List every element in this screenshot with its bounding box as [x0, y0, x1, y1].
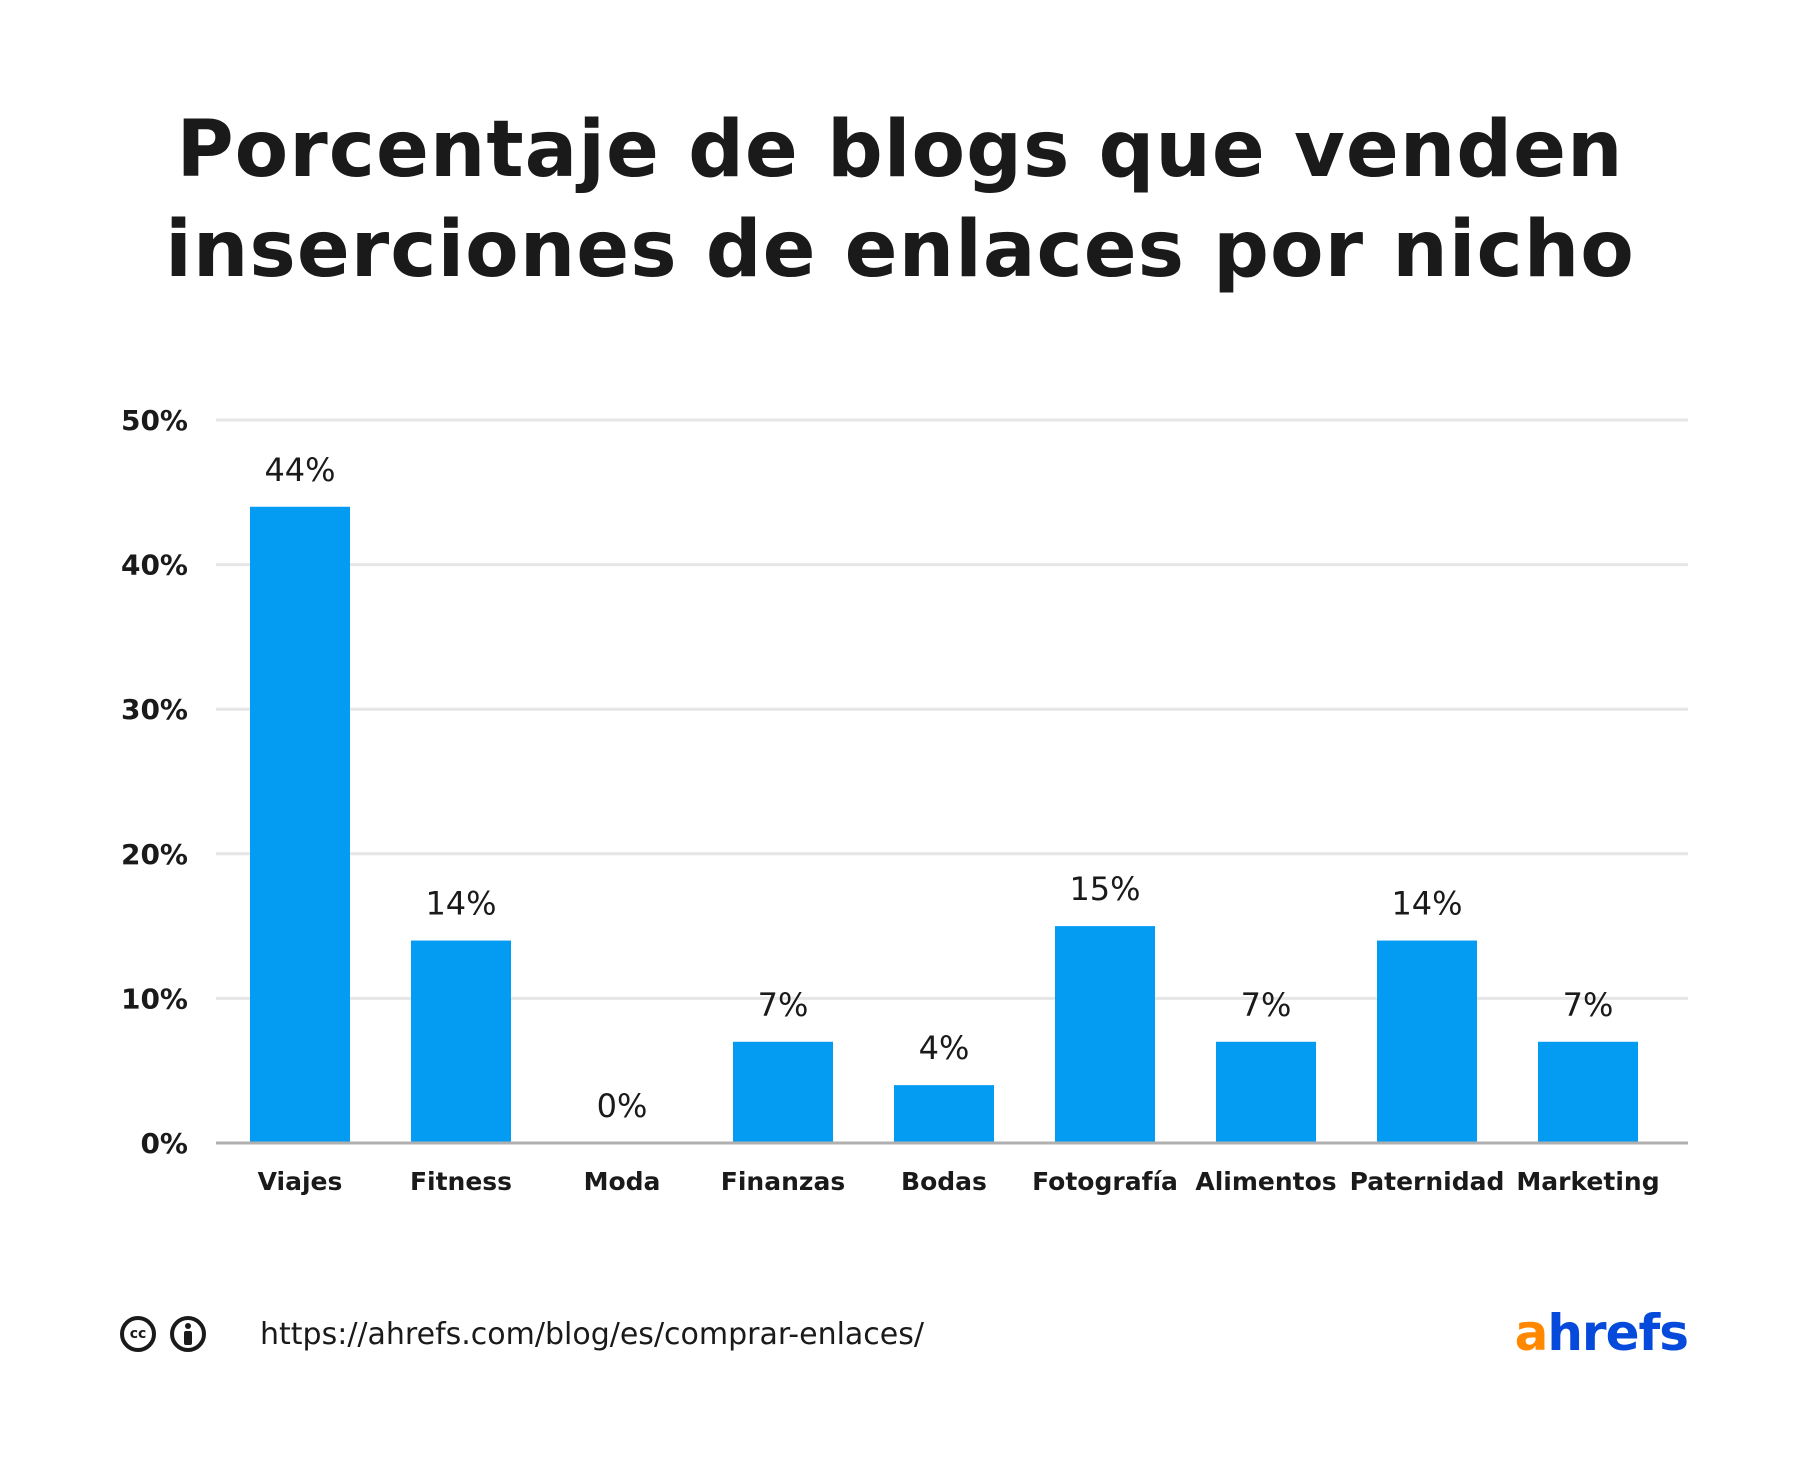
data-label: 7%	[758, 986, 809, 1024]
y-tick-label: 20%	[121, 838, 188, 871]
creative-commons-icon: cc	[120, 1316, 156, 1352]
data-label: 0%	[597, 1087, 648, 1125]
bar	[733, 1041, 833, 1143]
bar	[1055, 926, 1155, 1143]
attribution-icon	[170, 1316, 206, 1352]
bar	[1377, 940, 1477, 1143]
y-tick-label: 50%	[121, 404, 188, 437]
data-label: 7%	[1563, 986, 1614, 1024]
y-tick-label: 0%	[140, 1127, 188, 1160]
data-label: 44%	[264, 451, 335, 489]
footer: cc https://ahrefs.com/blog/es/comprar-en…	[120, 1312, 924, 1356]
x-tick-label: Finanzas	[721, 1167, 845, 1196]
x-tick-label: Moda	[584, 1167, 661, 1196]
data-label: 14%	[425, 885, 496, 923]
x-tick-label: Marketing	[1516, 1167, 1659, 1196]
x-tick-label: Paternidad	[1350, 1167, 1505, 1196]
data-label: 15%	[1069, 870, 1140, 908]
title-line-1: Porcentaje de blogs que venden	[176, 105, 1624, 195]
chart-title: Porcentaje de blogs que venden insercione…	[0, 100, 1800, 300]
bar	[894, 1085, 994, 1143]
data-label: 4%	[919, 1029, 970, 1067]
bar	[250, 506, 350, 1143]
cc-text: cc	[129, 1326, 147, 1342]
x-tick-label: Viajes	[258, 1167, 343, 1196]
data-label: 14%	[1391, 885, 1462, 923]
y-tick-label: 10%	[121, 982, 188, 1015]
y-tick-label: 40%	[121, 549, 188, 582]
x-tick-label: Fitness	[410, 1167, 512, 1196]
y-tick-label: 30%	[121, 693, 188, 726]
logo-rest: hrefs	[1547, 1304, 1689, 1362]
bar	[1538, 1041, 1638, 1143]
x-tick-label: Alimentos	[1195, 1167, 1336, 1196]
ahrefs-logo: ahrefs	[1514, 1304, 1689, 1362]
data-label: 7%	[1241, 986, 1292, 1024]
bar	[1216, 1041, 1316, 1143]
source-url[interactable]: https://ahrefs.com/blog/es/comprar-enlac…	[260, 1316, 924, 1352]
x-tick-label: Bodas	[901, 1167, 987, 1196]
bar	[411, 940, 511, 1143]
logo-a: a	[1514, 1304, 1549, 1362]
title-line-2: inserciones de enlaces por nicho	[165, 205, 1635, 295]
x-tick-label: Fotografía	[1032, 1167, 1178, 1196]
